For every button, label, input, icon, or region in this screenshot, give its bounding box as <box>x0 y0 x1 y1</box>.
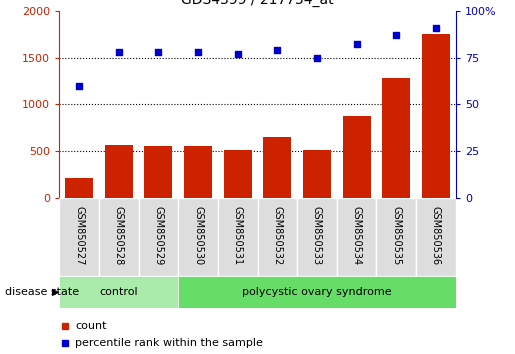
Bar <box>416 198 456 276</box>
Point <box>154 49 162 55</box>
Text: GSM850531: GSM850531 <box>233 206 243 265</box>
Point <box>432 25 440 30</box>
Text: GSM850528: GSM850528 <box>114 206 124 265</box>
Bar <box>145 146 172 198</box>
Bar <box>139 198 178 276</box>
Bar <box>105 145 132 198</box>
Bar <box>376 198 416 276</box>
Bar <box>218 198 258 276</box>
Text: disease state: disease state <box>5 287 79 297</box>
Text: polycystic ovary syndrome: polycystic ovary syndrome <box>242 287 392 297</box>
Point <box>233 51 242 57</box>
Bar <box>59 198 99 276</box>
Point <box>114 49 123 55</box>
Text: GSM850530: GSM850530 <box>193 206 203 265</box>
Text: GSM850529: GSM850529 <box>153 206 163 265</box>
Bar <box>383 78 410 198</box>
Text: GSM850535: GSM850535 <box>391 206 401 265</box>
Bar <box>65 178 93 198</box>
Point <box>75 83 83 88</box>
Text: GSM850534: GSM850534 <box>352 206 362 265</box>
Bar <box>184 146 212 198</box>
Bar <box>99 198 139 276</box>
Bar <box>297 198 337 276</box>
Text: count: count <box>75 321 107 331</box>
Text: ▶: ▶ <box>52 287 59 297</box>
Bar <box>224 150 251 198</box>
Point <box>392 32 401 38</box>
Bar <box>178 198 218 276</box>
Bar <box>337 198 376 276</box>
Point <box>194 49 202 55</box>
Bar <box>422 34 450 198</box>
Text: GSM850536: GSM850536 <box>431 206 441 265</box>
Bar <box>303 150 331 198</box>
Bar <box>59 276 178 308</box>
Text: GSM850527: GSM850527 <box>74 206 84 265</box>
Text: GSM850532: GSM850532 <box>272 206 282 265</box>
Bar <box>258 198 297 276</box>
Point <box>273 47 281 53</box>
Text: GSM850533: GSM850533 <box>312 206 322 265</box>
Bar <box>178 276 456 308</box>
Title: GDS4399 / 217754_at: GDS4399 / 217754_at <box>181 0 334 7</box>
Bar <box>264 137 291 198</box>
Text: control: control <box>99 287 138 297</box>
Point <box>352 41 360 47</box>
Bar <box>343 116 370 198</box>
Text: percentile rank within the sample: percentile rank within the sample <box>75 338 263 348</box>
Point <box>313 55 321 60</box>
